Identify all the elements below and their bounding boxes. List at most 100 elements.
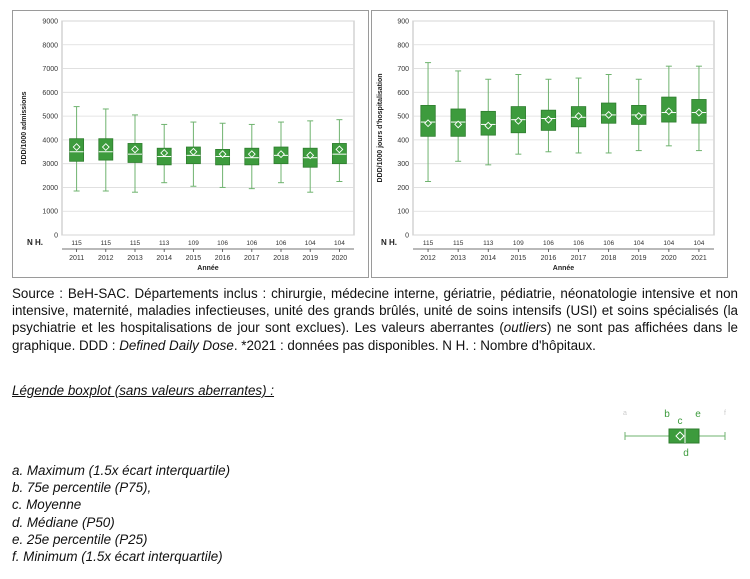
y-tick-label: 900 bbox=[397, 19, 409, 26]
legend-boxplot-diagram: a b c e f d bbox=[623, 409, 726, 459]
y-tick-label: 700 bbox=[397, 66, 409, 73]
mean-marker bbox=[664, 107, 673, 116]
y-tick-label: 0 bbox=[405, 233, 409, 240]
source-text-1: Source : BeH-SAC. Départements inclus : … bbox=[12, 286, 738, 336]
n-count-label: 106 bbox=[543, 240, 554, 247]
n-hospitals-label: N H. bbox=[381, 238, 397, 247]
n-count-label: 115 bbox=[453, 240, 464, 247]
y-tick-label: 2000 bbox=[42, 185, 58, 192]
n-count-label: 106 bbox=[246, 240, 257, 247]
chart-panel-hospital-days: 0 100 200 300 400 500 600 700 800 900 DDD/1000 jou… bbox=[371, 10, 728, 278]
n-count-label: 109 bbox=[188, 240, 199, 247]
y-tick-label: 0 bbox=[54, 233, 58, 240]
legend-marker-c: c bbox=[678, 416, 683, 427]
n-count-label: 109 bbox=[513, 240, 524, 247]
legend-marker-b: b bbox=[664, 409, 670, 420]
x-tick-label: 2019 bbox=[631, 255, 647, 262]
y-axis-label: DDD/1000 admissions bbox=[21, 91, 28, 164]
n-count-label: 104 bbox=[633, 240, 644, 247]
legend-item-mean: c. Moyenne bbox=[12, 497, 82, 513]
n-count-label: 115 bbox=[71, 240, 82, 247]
x-tick-label: 2016 bbox=[215, 255, 231, 262]
x-tick-label: 2018 bbox=[601, 255, 617, 262]
y-tick-label: 7000 bbox=[42, 66, 58, 73]
boxplot-admissions: 0 1000 2000 3000 4000 5000 6000 7000 8000 9000 DDD… bbox=[21, 19, 355, 272]
boxplot-hospital-days: 0 100 200 300 400 500 600 700 800 900 DDD/1000 jou… bbox=[377, 19, 715, 272]
mean-marker bbox=[634, 112, 643, 121]
mean-marker bbox=[604, 110, 613, 119]
legend-item-median: d. Médiane (P50) bbox=[12, 514, 115, 530]
legend-item-p25: e. 25e percentile (P25) bbox=[12, 531, 148, 547]
y-tick-label: 300 bbox=[397, 161, 409, 168]
legend-title: Légende boxplot (sans valeurs aberrantes… bbox=[12, 383, 275, 398]
legend-item-maximum: a. Maximum (1.5x écart interquartile) bbox=[12, 463, 231, 478]
legend-list: a. Maximum (1.5x écart interquartile) b.… bbox=[12, 462, 230, 565]
mean-marker bbox=[306, 151, 315, 160]
y-tick-label: 3000 bbox=[42, 161, 58, 168]
legend-mean-diamond bbox=[675, 431, 685, 441]
y-tick-label: 1000 bbox=[42, 209, 58, 216]
y-tick-label: 9000 bbox=[42, 19, 58, 26]
legend-item-p75: b. 75e percentile (P75), bbox=[12, 480, 152, 496]
x-tick-label: 2021 bbox=[691, 255, 707, 262]
x-axis-label: Année bbox=[197, 265, 219, 272]
x-tick-label: 2012 bbox=[98, 255, 114, 262]
y-tick-label: 6000 bbox=[42, 90, 58, 97]
x-tick-label: 2020 bbox=[332, 255, 348, 262]
x-tick-label: 2016 bbox=[541, 255, 557, 262]
mean-marker bbox=[424, 119, 432, 128]
n-count-label: 104 bbox=[694, 240, 705, 247]
y-tick-label: 500 bbox=[397, 114, 409, 121]
n-count-label: 106 bbox=[573, 240, 584, 247]
mean-marker bbox=[72, 143, 81, 151]
n-count-label: 115 bbox=[130, 240, 141, 247]
n-count-label: 104 bbox=[334, 240, 345, 247]
source-ddd: Defined Daily Dose bbox=[119, 337, 234, 353]
x-tick-label: 2012 bbox=[420, 255, 436, 262]
legend-marker-f: f bbox=[724, 410, 726, 417]
x-tick-label: 2017 bbox=[571, 255, 587, 262]
mean-marker bbox=[514, 116, 523, 125]
mean-marker bbox=[101, 143, 110, 151]
y-tick-label: 5000 bbox=[42, 114, 58, 121]
y-tick-label: 200 bbox=[397, 185, 409, 192]
mean-marker bbox=[544, 115, 553, 124]
y-tick-label: 4000 bbox=[42, 137, 58, 144]
y-axis-label: DDD/1000 jours d'hospitalisation bbox=[377, 73, 384, 182]
n-count-label: 113 bbox=[159, 240, 170, 247]
mean-marker bbox=[277, 150, 285, 159]
x-tick-label: 2013 bbox=[127, 255, 143, 262]
chart-panel-admissions: 0 1000 2000 3000 4000 5000 6000 7000 8000 9000 DDD… bbox=[12, 10, 369, 278]
mean-marker bbox=[454, 120, 463, 129]
mean-marker bbox=[247, 150, 256, 159]
n-count-label: 104 bbox=[663, 240, 674, 247]
x-tick-label: 2015 bbox=[511, 255, 527, 262]
x-tick-label: 2018 bbox=[273, 255, 289, 262]
x-tick-label: 2020 bbox=[661, 255, 677, 262]
legend-item-minimum: f. Minimum (1.5x écart interquartile) bbox=[12, 549, 223, 565]
n-count-label: 106 bbox=[603, 240, 614, 247]
x-tick-label: 2014 bbox=[480, 255, 496, 262]
source-text-3: . *2021 : données pas disponibles. N H. … bbox=[233, 337, 596, 353]
mean-marker bbox=[484, 121, 493, 130]
source-note: Source : BeH-SAC. Départements inclus : … bbox=[12, 285, 738, 354]
y-tick-label: 600 bbox=[397, 90, 409, 97]
y-tick-label: 100 bbox=[397, 209, 409, 216]
legend-marker-d: d bbox=[683, 448, 689, 459]
box bbox=[331, 143, 347, 165]
x-tick-label: 2019 bbox=[302, 255, 318, 262]
x-tick-label: 2014 bbox=[156, 255, 172, 262]
x-tick-label: 2013 bbox=[450, 255, 466, 262]
n-count-label: 115 bbox=[101, 240, 112, 247]
mean-marker bbox=[695, 108, 703, 117]
legend-marker-e: e bbox=[695, 409, 701, 420]
n-count-label: 104 bbox=[305, 240, 316, 247]
n-count-label: 106 bbox=[276, 240, 287, 247]
mean-marker bbox=[131, 145, 139, 154]
n-count-label: 115 bbox=[423, 240, 434, 247]
n-count-label: 106 bbox=[217, 240, 228, 247]
source-outliers: outliers bbox=[503, 320, 547, 336]
n-hospitals-label: N H. bbox=[27, 238, 43, 247]
x-tick-label: 2017 bbox=[244, 255, 260, 262]
y-tick-label: 400 bbox=[397, 137, 409, 144]
